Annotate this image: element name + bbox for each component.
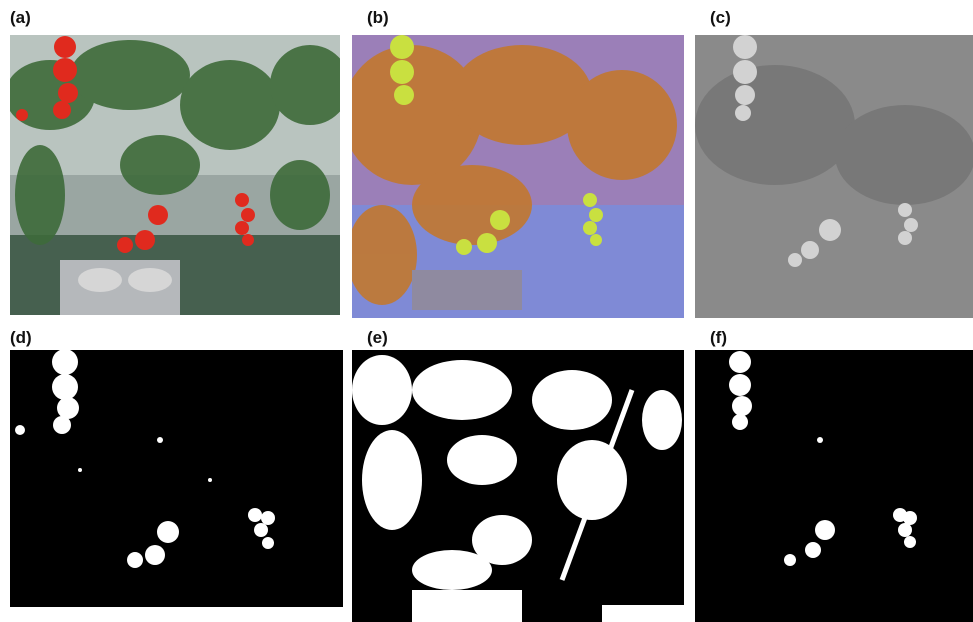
- mask-d: [10, 350, 343, 607]
- photo-rgb: [10, 35, 340, 315]
- panel-label: (a): [10, 8, 31, 28]
- panel-label: (f): [710, 328, 727, 348]
- mask-f: [695, 350, 973, 622]
- panel-label: (b): [367, 8, 389, 28]
- panel-label: (c): [710, 8, 731, 28]
- panel-label: (d): [10, 328, 32, 348]
- mask-e: [352, 350, 684, 622]
- figure: (a) (b) (c) (d) (e) (f): [0, 0, 973, 622]
- panel-label: (e): [367, 328, 388, 348]
- photo-gray: [695, 35, 973, 318]
- photo-transformed: [352, 35, 684, 318]
